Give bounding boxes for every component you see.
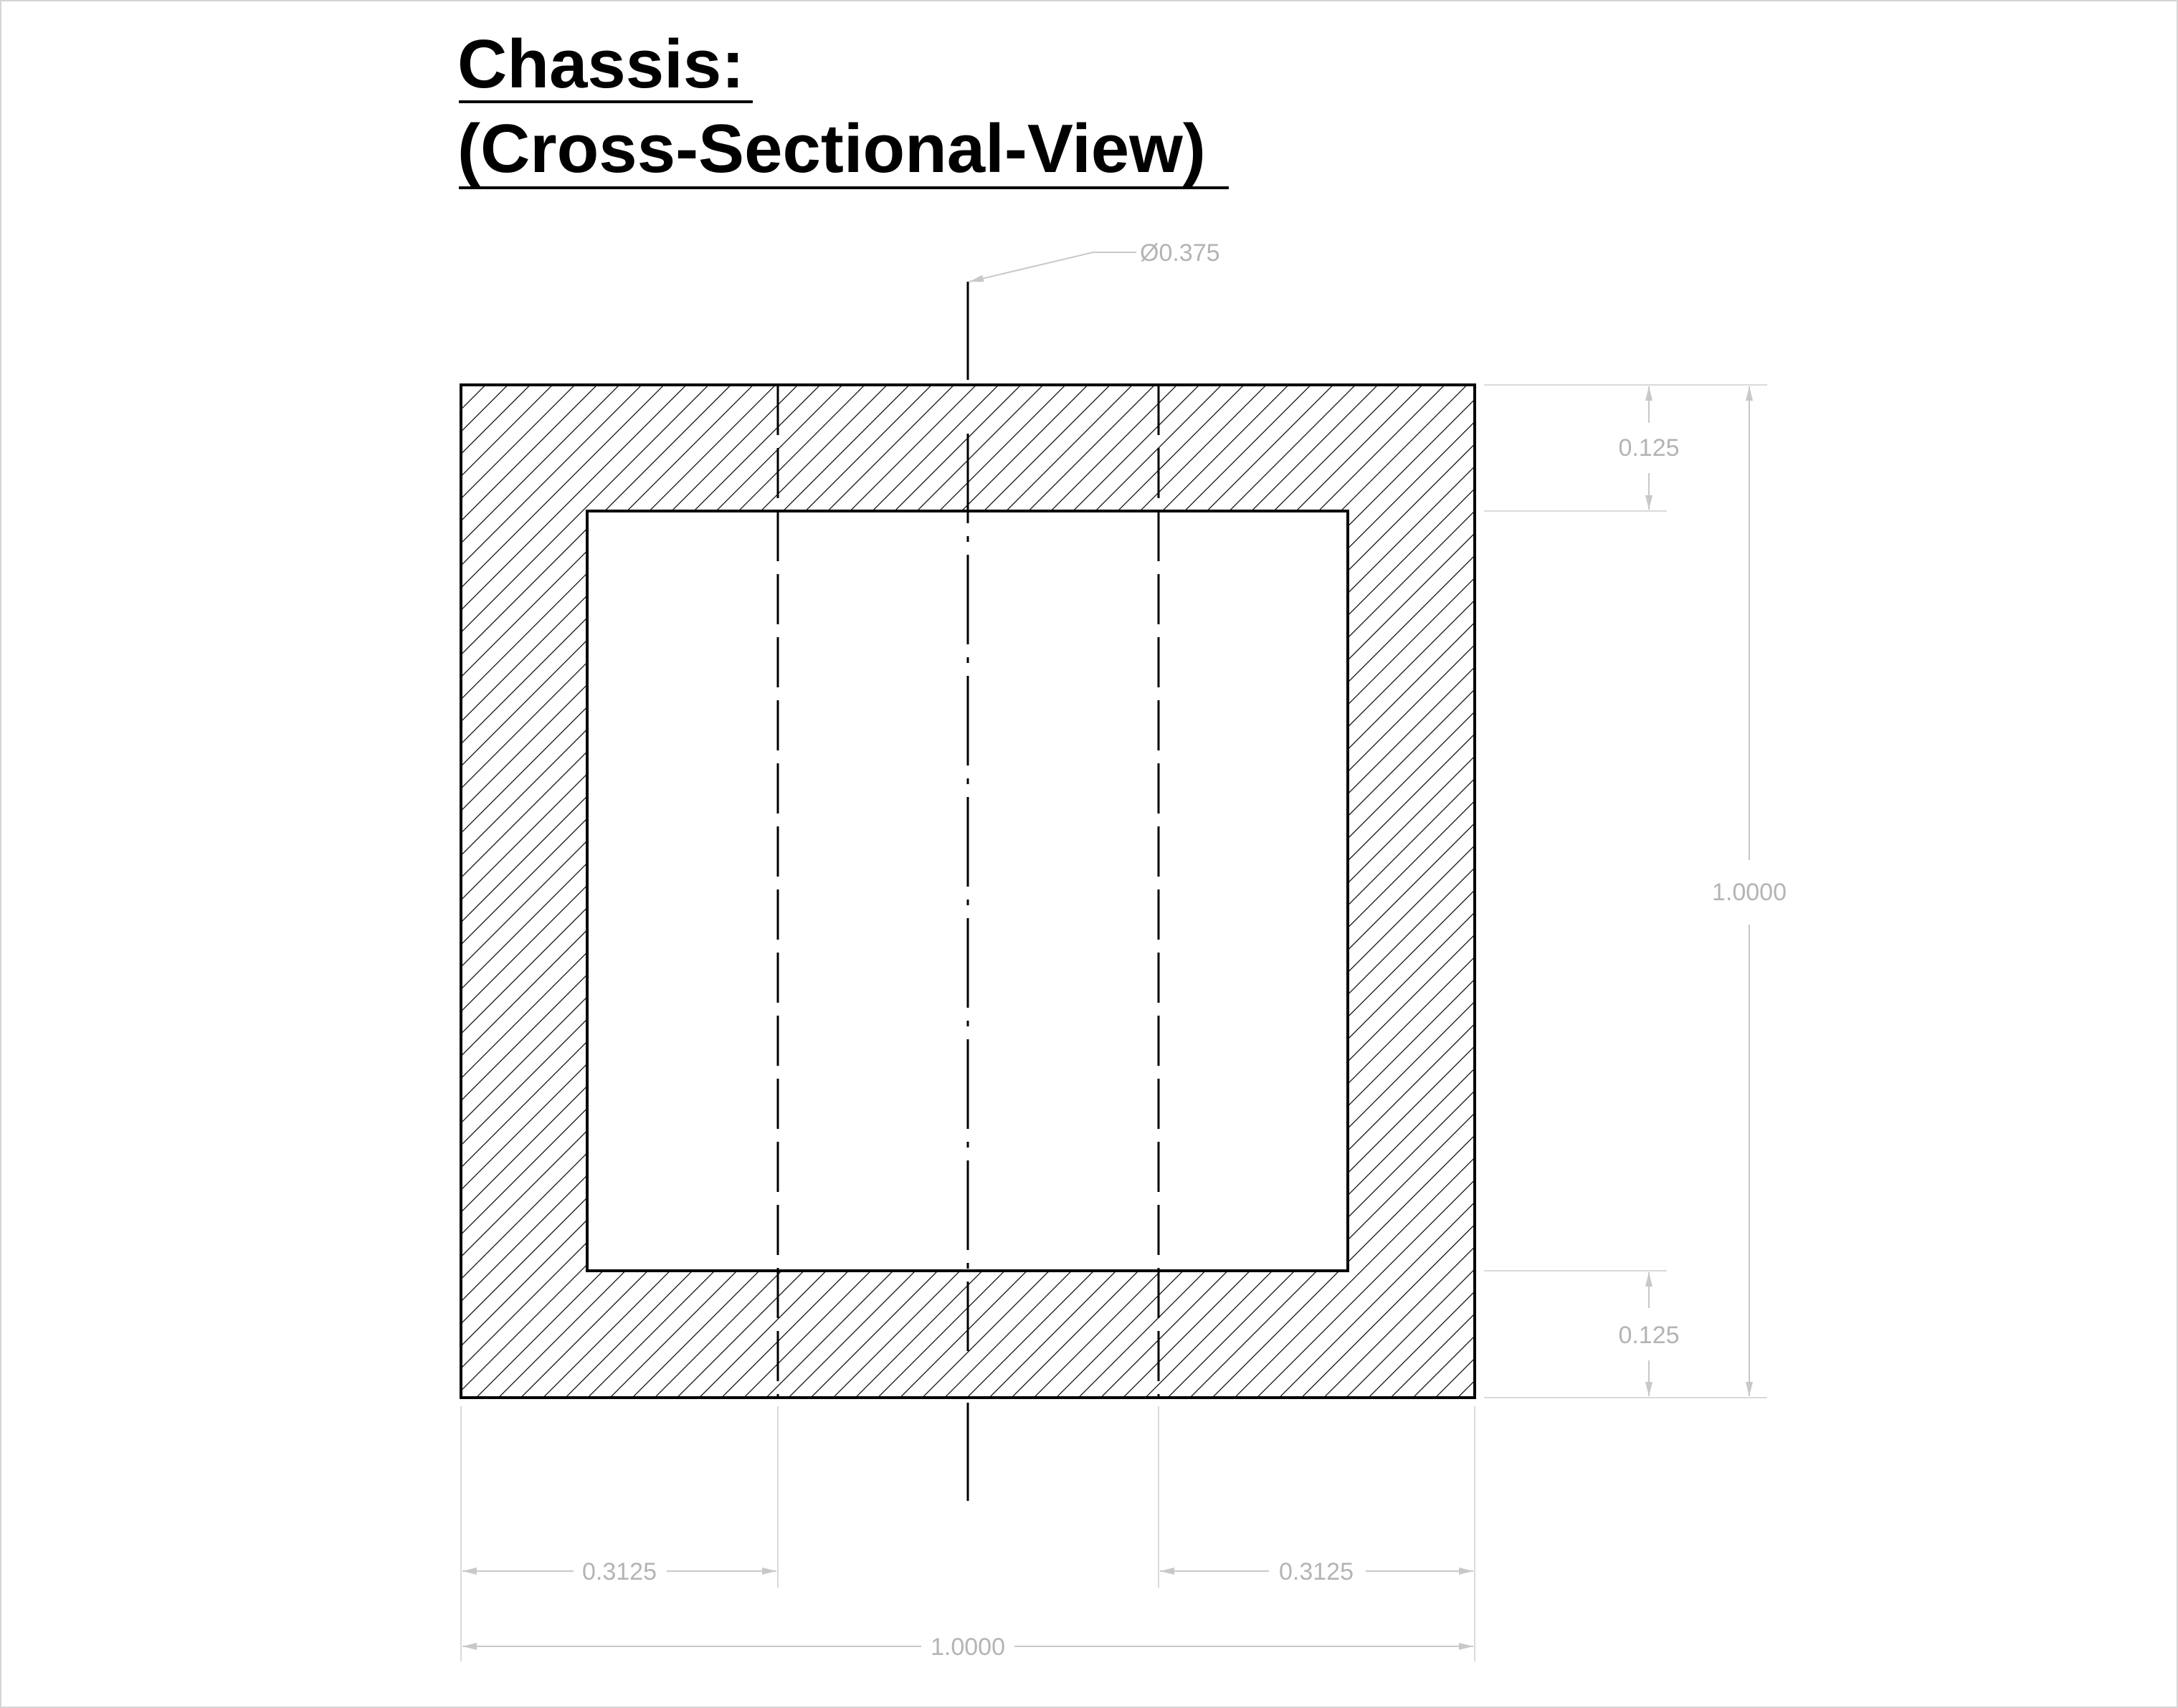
right-offset-label: 0.3125: [1279, 1558, 1354, 1585]
chassis-section: [460, 282, 1476, 1501]
leader-line: [969, 252, 1136, 282]
hatched-wall: [461, 385, 1475, 1398]
top-wall-label: 0.125: [1618, 434, 1679, 462]
overall-width-label: 1.0000: [931, 1633, 1005, 1661]
left-offset-label: 0.3125: [582, 1558, 657, 1585]
title-line-1: Chassis:: [457, 26, 744, 102]
bottom-wall-label: 0.125: [1618, 1322, 1679, 1349]
overall-height-label: 1.0000: [1712, 879, 1787, 906]
horizontal-dimensions: 0.3125 0.3125 1.0000: [460, 1406, 1475, 1661]
outer-outline: [460, 383, 1476, 1399]
vertical-dimensions: 0.125 0.125 1.0000: [1484, 384, 1787, 1398]
diameter-callout: Ø0.375: [969, 239, 1220, 282]
diameter-label: Ø0.375: [1140, 239, 1220, 267]
title-block: Chassis: (Cross-Sectional-View): [457, 26, 1229, 189]
title-line-2: (Cross-Sectional-View): [457, 110, 1206, 187]
